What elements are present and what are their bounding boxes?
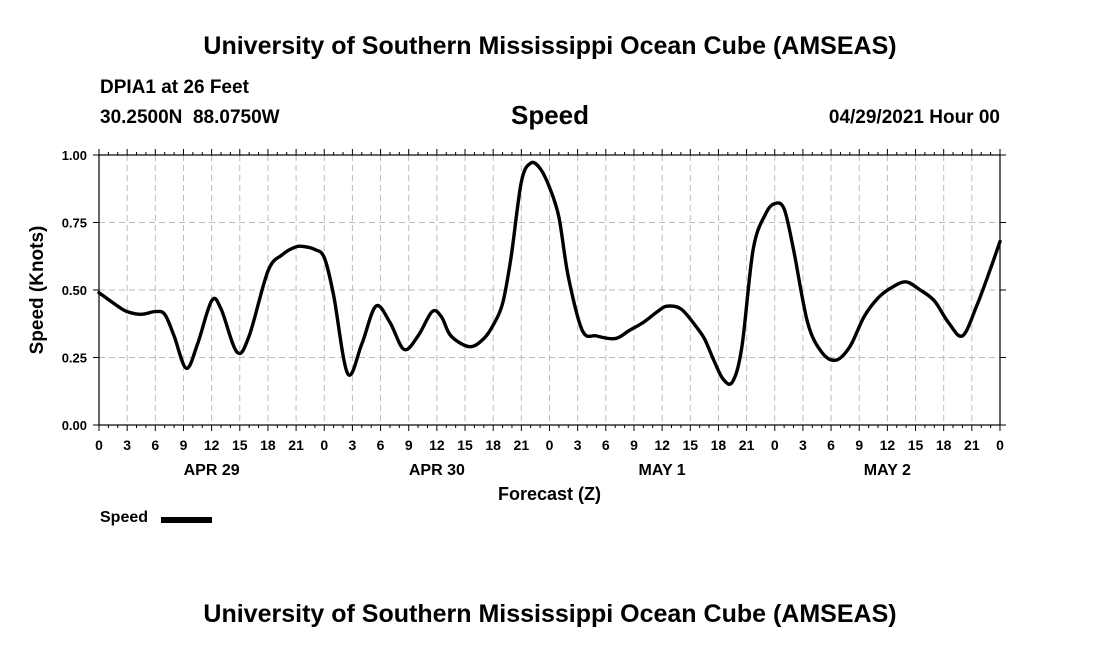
x-tick-label: 6 xyxy=(827,437,835,453)
header-title: University of Southern Mississippi Ocean… xyxy=(203,32,897,60)
x-tick-label: 6 xyxy=(602,437,610,453)
day-label: MAY 1 xyxy=(639,462,686,479)
x-tick-label: 12 xyxy=(429,437,445,453)
x-tick-label: 18 xyxy=(260,437,276,453)
day-label: MAY 2 xyxy=(864,462,911,479)
y-tick-label: 0.00 xyxy=(62,418,87,433)
y-axis-title: Speed (Knots) xyxy=(27,226,48,355)
x-axis-title: Forecast (Z) xyxy=(498,484,601,504)
day-label: APR 29 xyxy=(184,462,240,479)
y-tick-label: 0.25 xyxy=(62,351,87,366)
y-tick-label: 0.75 xyxy=(62,216,87,231)
x-tick-label: 18 xyxy=(485,437,501,453)
forecast-datetime: 04/29/2021 Hour 00 xyxy=(828,107,1000,128)
y-tick-label: 1.00 xyxy=(62,148,87,163)
station-coords: 30.2500N 88.0750W xyxy=(100,107,280,128)
station-label: DPIA1 at 26 Feet xyxy=(100,77,249,98)
plot-frame xyxy=(98,154,1001,426)
chart-title: Speed xyxy=(510,100,590,130)
x-tick-label: 0 xyxy=(95,437,103,453)
x-tick-label: 21 xyxy=(964,437,980,453)
x-tick-label: 3 xyxy=(349,437,357,453)
speed-series-line xyxy=(97,160,1002,386)
x-tick-label: 3 xyxy=(574,437,582,453)
legend-swatch xyxy=(161,517,212,523)
x-tick-label: 15 xyxy=(908,437,924,453)
x-tick-label: 9 xyxy=(855,437,863,453)
x-tick-label: 12 xyxy=(204,437,220,453)
x-tick-label: 0 xyxy=(320,437,328,453)
x-tick-label: 15 xyxy=(682,437,698,453)
footer-title: University of Southern Mississippi Ocean… xyxy=(203,600,897,628)
x-tick-label: 6 xyxy=(377,437,385,453)
day-label: APR 30 xyxy=(409,462,465,479)
x-tick-label: 18 xyxy=(936,437,952,453)
x-tick-label: 12 xyxy=(654,437,670,453)
x-tick-label: 15 xyxy=(457,437,473,453)
y-tick-label: 0.50 xyxy=(62,283,87,298)
x-tick-label: 18 xyxy=(711,437,727,453)
x-tick-label: 0 xyxy=(546,437,554,453)
x-tick-label: 3 xyxy=(123,437,131,453)
x-tick-label: 6 xyxy=(151,437,159,453)
x-tick-label: 9 xyxy=(180,437,188,453)
legend-label: Speed xyxy=(100,509,149,526)
x-tick-label: 21 xyxy=(514,437,530,453)
x-tick-label: 15 xyxy=(232,437,248,453)
x-tick-label: 12 xyxy=(880,437,896,453)
x-tick-label: 0 xyxy=(771,437,779,453)
x-tick-label: 0 xyxy=(996,437,1004,453)
x-tick-label: 9 xyxy=(405,437,413,453)
x-tick-label: 21 xyxy=(288,437,304,453)
x-tick-label: 3 xyxy=(799,437,807,453)
x-tick-label: 21 xyxy=(739,437,755,453)
x-tick-label: 9 xyxy=(630,437,638,453)
